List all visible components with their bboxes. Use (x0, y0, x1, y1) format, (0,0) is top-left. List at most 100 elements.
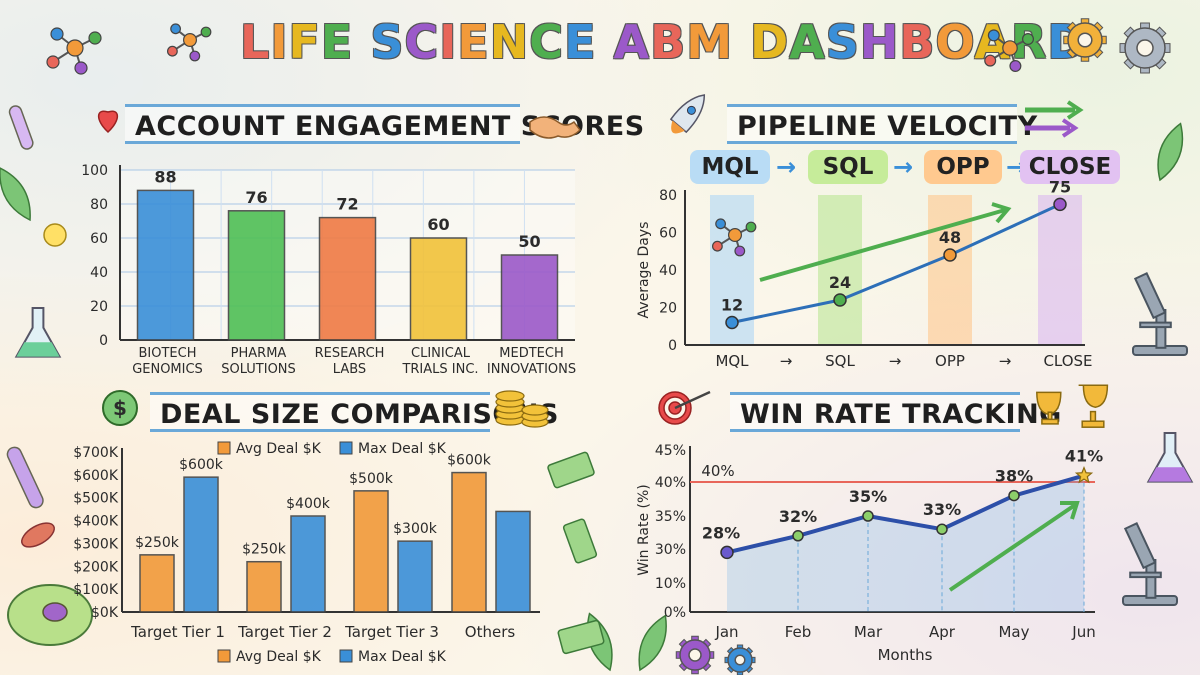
engagement-value-label: 60 (427, 215, 449, 234)
coin-stack-icon (495, 390, 525, 402)
flow-arrow-2: → (893, 153, 914, 181)
winrate-point (720, 545, 734, 560)
engagement-bar (318, 216, 377, 341)
winrate-x-tick: Jan (714, 623, 738, 641)
deals-value-label: $400k (286, 496, 331, 512)
money-bill-icon (557, 619, 605, 655)
molecule-atom (745, 221, 757, 233)
velocity-y-axis-label: Average Days (636, 222, 652, 319)
bacteria-icon (21, 522, 55, 548)
gear-hole (1136, 39, 1154, 57)
molecule-atom (1021, 32, 1034, 45)
title-letter: H (859, 15, 900, 69)
engagement-value-label: 72 (336, 195, 358, 214)
molecule-atom (66, 39, 84, 57)
rocket-body (669, 94, 706, 134)
microscope-stage (1139, 321, 1172, 329)
velocity-stage-band (928, 195, 972, 345)
winrate-y-tick: 0% (664, 605, 686, 621)
velocity-x-tick: MQL (715, 352, 749, 370)
flow-step-opp: OPP (924, 150, 1002, 184)
deals-legend-label: Max Deal $K (358, 649, 447, 665)
velocity-x-tick: SQL (825, 352, 855, 370)
molecule-atom (734, 245, 746, 257)
title-letter: C (404, 15, 440, 69)
molecule-atom (727, 228, 742, 243)
title-letter: A (613, 15, 651, 69)
title-letter: S (370, 15, 405, 69)
engagement-y-tick: 0 (99, 333, 108, 349)
speed-arrow-head (1066, 100, 1084, 120)
velocity-panel-title: PIPELINE VELOCITY (727, 104, 1037, 144)
velocity-y-tick: 40 (659, 263, 677, 279)
microscope-tube (1123, 522, 1157, 570)
molecule-atom (715, 218, 726, 230)
winrate-value-label: 33% (923, 500, 961, 519)
engagement-y-tick: 100 (81, 163, 108, 179)
dollar-coin-symbol: $ (113, 396, 127, 420)
rocket-window (686, 105, 696, 115)
velocity-stage-band (818, 195, 862, 345)
deals-legend-label: Max Deal $K (358, 441, 447, 457)
velocity-value-label: 75 (1049, 177, 1071, 196)
deals-legend-label: Avg Deal $K (236, 441, 322, 457)
title-letter: I (439, 15, 458, 69)
plant-leaf-icon (1157, 122, 1184, 182)
flask-icon (14, 307, 62, 358)
winrate-value-label: 28% (702, 523, 740, 542)
trophy-base (1081, 420, 1105, 428)
winrate-trend-arrow (948, 503, 1077, 592)
deals-bar (353, 490, 389, 613)
engagement-y-tick: 60 (90, 231, 108, 247)
microscope-tube (1133, 272, 1167, 320)
winrate-x-tick: Jun (1071, 623, 1095, 641)
microscope-stage (1129, 571, 1162, 579)
flow-step-sql: SQL (808, 150, 888, 184)
velocity-x-separator: → (999, 352, 1012, 370)
deals-y-tick: $100K (73, 582, 119, 598)
trophy-cup (1036, 391, 1062, 416)
money-bill-icon (562, 518, 598, 564)
speed-arrow-head (1061, 118, 1079, 138)
velocity-value-label: 48 (939, 228, 961, 247)
title-letter: N (489, 15, 530, 69)
engagement-y-tick: 40 (90, 265, 108, 281)
winrate-trend-arrow-head (1060, 501, 1080, 520)
velocity-point (1053, 197, 1067, 212)
velocity-point (725, 315, 739, 330)
gear-hole (688, 648, 702, 662)
title-letter: M (686, 15, 733, 69)
velocity-y-tick: 20 (659, 301, 677, 317)
engagement-value-label: 50 (518, 232, 540, 251)
velocity-trend-arrow (759, 208, 1006, 282)
deals-category-label: Target Tier 3 (344, 623, 439, 641)
engagement-category-label: INNOVATIONS (487, 362, 576, 377)
gear-icon (675, 635, 715, 675)
test-tube-icon (6, 446, 44, 509)
molecule-icon (46, 27, 102, 75)
gear-icon (1119, 22, 1171, 74)
title-letter: I (270, 15, 289, 69)
molecule-atom (50, 27, 64, 41)
winrate-x-axis-label: Months (878, 646, 933, 664)
handshake-icon (529, 116, 581, 139)
flask-liquid (16, 342, 60, 357)
title-letter: L (240, 15, 271, 69)
engagement-category-label: GENOMICS (132, 362, 203, 377)
velocity-x-tick: OPP (935, 352, 965, 370)
deals-legend-swatch (339, 441, 353, 455)
winrate-y-tick: 35% (655, 509, 686, 525)
title-letter: A (789, 15, 826, 69)
winrate-y-tick: 10% (655, 576, 686, 592)
deals-y-tick: $600K (73, 468, 119, 484)
winrate-value-label: 41% (1065, 447, 1103, 466)
molecule-icon (984, 29, 1034, 72)
molecule-atom (712, 240, 723, 252)
velocity-point (833, 293, 847, 307)
winrate-point (792, 530, 804, 542)
deals-bar (246, 560, 282, 613)
test-tube-icon (8, 105, 34, 150)
molecule-atom (984, 54, 997, 67)
velocity-value-label: 24 (829, 273, 851, 292)
deals-value-label: $250k (242, 542, 287, 558)
